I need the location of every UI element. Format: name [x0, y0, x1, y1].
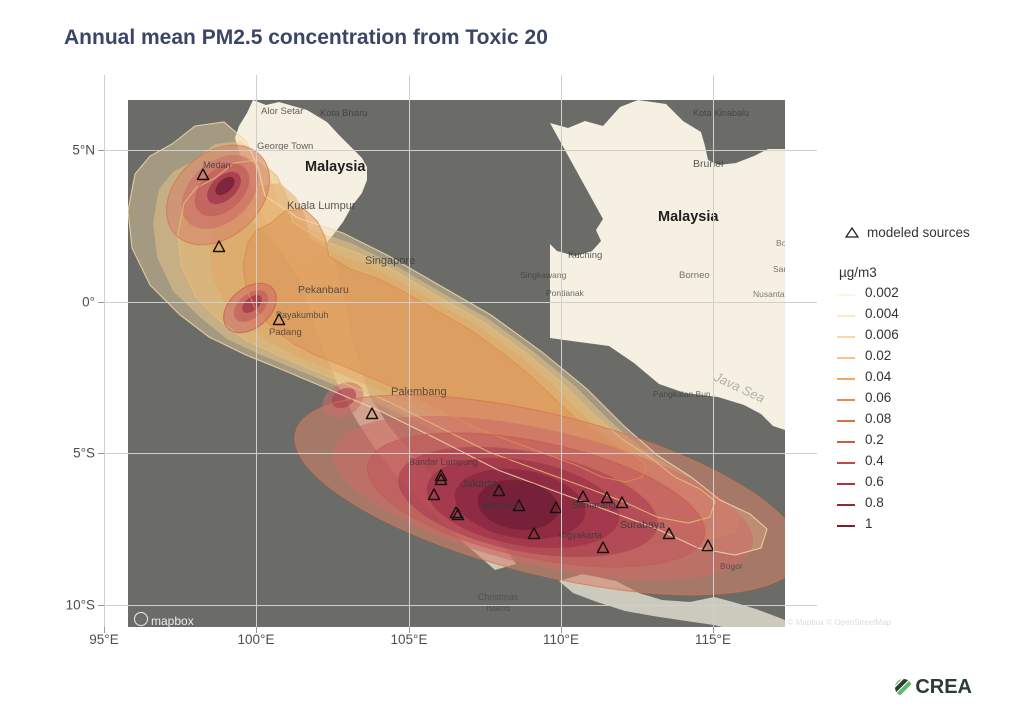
svg-text:Kota Bharu: Kota Bharu	[320, 108, 368, 119]
svg-text:Pontianak: Pontianak	[546, 288, 585, 298]
svg-text:Christmas: Christmas	[478, 592, 519, 602]
svg-text:Jakarta: Jakarta	[461, 478, 498, 490]
svg-text:Malaysia: Malaysia	[658, 209, 719, 225]
svg-text:Pangkalan Bun: Pangkalan Bun	[653, 389, 711, 399]
svg-text:Padang: Padang	[269, 327, 302, 338]
svg-text:Kota Kinabalu: Kota Kinabalu	[693, 108, 749, 118]
svg-text:Malaysia: Malaysia	[305, 159, 366, 175]
svg-text:Brunei: Brunei	[693, 158, 723, 170]
svg-text:Alor Setar: Alor Setar	[261, 106, 303, 117]
svg-text:Semarang: Semarang	[572, 500, 616, 511]
svg-text:Medan: Medan	[203, 160, 231, 170]
svg-text:Nusantara: Nusantara	[753, 289, 785, 299]
svg-text:Palembang: Palembang	[391, 386, 447, 398]
svg-text:Bandar Lampung: Bandar Lampung	[409, 457, 478, 467]
svg-text:Borneo: Borneo	[679, 270, 710, 281]
svg-text:Kuching: Kuching	[568, 250, 602, 261]
svg-text:Singapore: Singapore	[365, 255, 415, 267]
svg-text:Payakumbuh: Payakumbuh	[276, 310, 329, 320]
svg-text:Bo: Bo	[776, 238, 785, 248]
svg-text:Samarinda: Samarinda	[773, 264, 785, 274]
svg-text:Bandung: Bandung	[483, 500, 521, 511]
svg-text:Bogor: Bogor	[720, 561, 743, 571]
svg-text:Kuala Lumpur: Kuala Lumpur	[287, 200, 356, 212]
svg-text:Yogyakarta: Yogyakarta	[557, 530, 602, 540]
svg-text:Singkawang: Singkawang	[520, 270, 567, 280]
svg-text:Surabaya: Surabaya	[620, 519, 665, 531]
svg-text:Pekanbaru: Pekanbaru	[298, 284, 349, 296]
